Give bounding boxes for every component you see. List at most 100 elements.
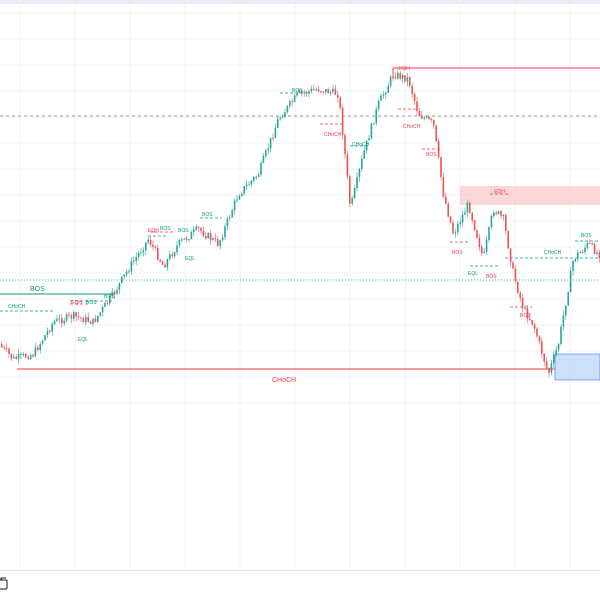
candle-body	[32, 355, 34, 357]
candle-body	[557, 343, 560, 350]
candle-body	[250, 180, 253, 185]
candle-body	[34, 347, 37, 357]
candle-body	[68, 314, 70, 316]
candle-body	[195, 226, 197, 230]
candle-body	[87, 316, 89, 322]
candle-body	[82, 318, 85, 323]
candle-body	[428, 116, 430, 120]
candle-body	[541, 341, 543, 354]
candle-body	[20, 354, 22, 356]
candle-body	[188, 239, 190, 241]
candle-body	[315, 89, 317, 91]
candle-body	[89, 321, 92, 324]
candle-body	[92, 318, 94, 324]
candle-body	[442, 177, 445, 197]
candle-body	[133, 260, 135, 262]
candle-body	[327, 89, 329, 94]
label-choch: CHoCH	[403, 124, 421, 130]
candle-body	[63, 320, 65, 324]
candle-body	[353, 187, 356, 199]
candle-body	[10, 353, 13, 359]
candle-body	[349, 176, 351, 204]
candle-body	[332, 88, 334, 93]
candle-body	[296, 92, 298, 96]
candle-body	[178, 239, 181, 246]
candle-body	[159, 259, 161, 262]
candle-body	[97, 315, 99, 322]
candle-body	[17, 354, 20, 359]
candle-body	[128, 271, 130, 273]
candle-body	[584, 247, 586, 252]
candle-body	[363, 150, 365, 159]
chart-grid	[0, 4, 600, 570]
candle-body	[289, 101, 291, 106]
candle-body	[433, 120, 435, 126]
price-chart[interactable]: BOS CHoCH EQH BOS BOS EQL BOS EQH BOS BO…	[0, 4, 600, 570]
candle-body	[375, 109, 377, 124]
candle-body	[257, 174, 260, 177]
candle-body	[365, 140, 368, 151]
candle-body	[346, 154, 349, 177]
label-choch: CHoCH	[324, 132, 342, 138]
candle-body	[248, 184, 250, 186]
candle-body	[569, 270, 572, 293]
candle-body	[94, 318, 97, 322]
candle-body	[517, 281, 519, 293]
candle-body	[241, 193, 243, 196]
candle-body	[404, 75, 406, 82]
candle-body	[531, 320, 533, 325]
candle-body	[493, 212, 495, 216]
candle-body	[447, 203, 449, 217]
candle-body	[61, 318, 63, 324]
candle-body	[197, 226, 200, 228]
candle-body	[577, 252, 579, 260]
candle-body	[416, 101, 418, 112]
candle-body	[212, 238, 214, 240]
candle-body	[236, 199, 238, 201]
candle-body	[308, 91, 310, 94]
label-bos: BOS	[486, 274, 497, 280]
candle-body	[281, 117, 284, 119]
supply-zone	[460, 186, 600, 205]
candle-body	[586, 242, 589, 248]
candle-body	[543, 353, 545, 362]
candle-body	[337, 94, 339, 98]
candle-body	[279, 117, 281, 120]
candle-body	[473, 220, 476, 231]
label-choch: CHoCH	[8, 304, 26, 310]
candle-body	[483, 251, 485, 253]
candle-body	[207, 233, 209, 239]
label-eql: EQL	[78, 337, 88, 343]
bottom-toolbar	[0, 570, 600, 600]
candle-body	[217, 239, 219, 246]
candle-body	[13, 356, 15, 359]
candle-body	[317, 89, 320, 92]
candlestick-series	[1, 69, 600, 377]
label-eql: EQL	[185, 256, 195, 262]
candle-body	[5, 347, 8, 349]
candle-body	[385, 92, 387, 95]
candle-body	[274, 127, 277, 138]
label-bos: BOS	[452, 250, 463, 256]
candle-body	[565, 305, 567, 316]
candle-body	[209, 233, 212, 240]
tool-icon[interactable]	[0, 577, 10, 591]
candle-body	[41, 340, 44, 344]
candle-body	[190, 232, 193, 240]
label-bos: BOS	[86, 300, 97, 306]
candle-body	[548, 368, 550, 373]
candle-body	[389, 76, 392, 86]
candle-body	[85, 316, 87, 323]
candle-body	[101, 306, 104, 313]
candle-body	[157, 248, 159, 260]
candle-body	[413, 93, 416, 102]
candle-body	[445, 196, 447, 204]
candle-body	[113, 291, 116, 294]
candle-body	[260, 162, 262, 175]
candle-body	[392, 76, 394, 78]
candle-body	[44, 335, 46, 341]
top-bar	[0, 0, 600, 4]
candle-body	[430, 119, 433, 121]
candle-body	[25, 354, 27, 358]
candle-body	[524, 308, 526, 310]
